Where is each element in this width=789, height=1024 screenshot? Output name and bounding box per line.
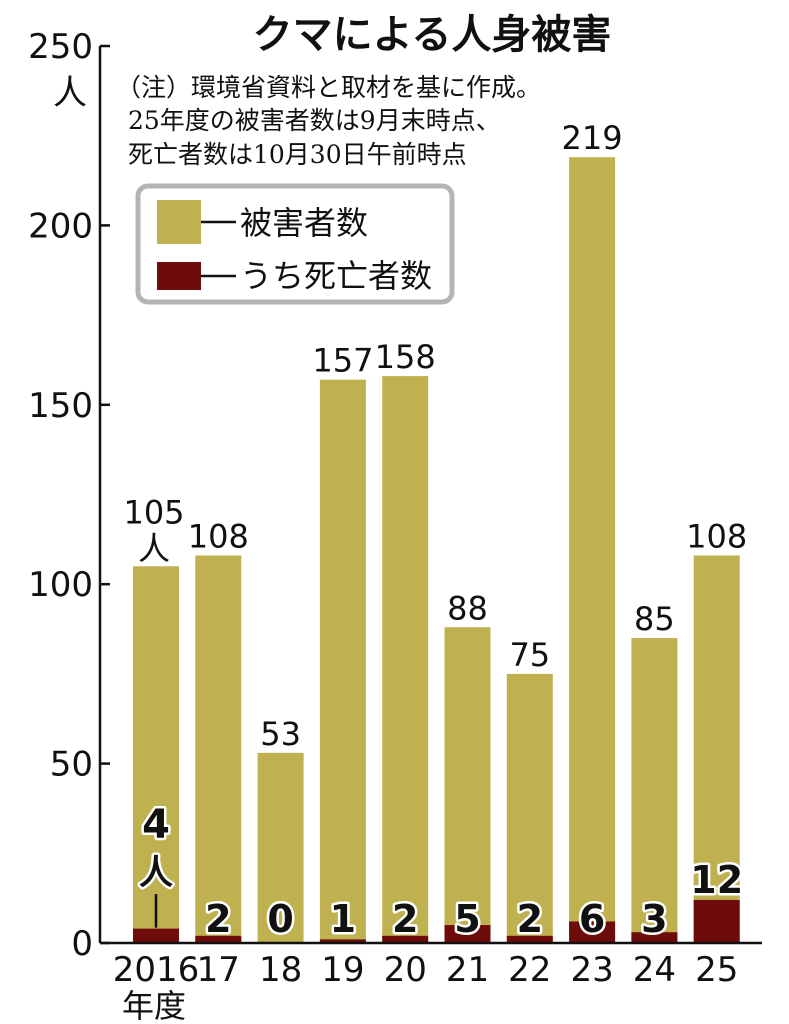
value-label-victims: 75	[509, 636, 550, 674]
value-label-deaths: 0	[267, 897, 293, 941]
bar-deaths	[444, 925, 491, 943]
bar-victims	[693, 555, 740, 943]
y-axis: 0 50 100 150 200 250 人	[28, 27, 110, 964]
legend: 被害者数 うち死亡者数	[135, 183, 455, 305]
bar-victims	[506, 673, 553, 943]
bar-victims	[569, 157, 616, 943]
bar-victims	[444, 627, 491, 943]
y-axis-unit: 人	[53, 73, 87, 113]
legend-swatch-victims	[157, 200, 201, 244]
chart-title: クマによる人身被害	[253, 12, 612, 58]
value-label-deaths: 2	[205, 897, 231, 941]
x-tick-label: 2016	[113, 950, 200, 990]
legend-swatch-deaths	[157, 262, 201, 290]
x-axis-unit: 年度	[122, 987, 186, 1024]
value-label-deaths: 6	[579, 897, 605, 941]
y-tick-label: 150	[28, 386, 93, 426]
bar-deaths	[382, 935, 429, 943]
value-label-victims: 88	[447, 589, 488, 627]
bar-victims	[319, 379, 366, 944]
legend-label-deaths: うち死亡者数	[240, 257, 432, 295]
value-label-deaths: 3	[641, 897, 667, 941]
bar-deaths	[631, 932, 678, 943]
value-label-victims: 105	[123, 493, 184, 531]
y-tick-label: 100	[28, 565, 93, 605]
value-label-victims: 157	[312, 342, 373, 380]
y-tick-label: 250	[28, 27, 93, 67]
value-label-deaths: 12	[690, 858, 743, 902]
x-tick-label: 20	[384, 950, 427, 990]
x-tick-label: 24	[633, 950, 676, 990]
value-label-victims: 53	[260, 715, 301, 753]
value-label-victims: 85	[634, 600, 675, 638]
x-tick-label: 23	[570, 950, 613, 990]
value-label-victims: 108	[188, 517, 249, 555]
bar-deaths	[133, 928, 179, 943]
y-tick-label: 200	[28, 206, 93, 246]
bars	[133, 157, 740, 944]
x-tick-label: 25	[695, 950, 738, 990]
bar-deaths	[693, 899, 740, 943]
value-unit-deaths: 人	[139, 853, 173, 893]
bar-victims	[195, 555, 242, 943]
value-label-victims: 219	[562, 119, 623, 157]
value-label-victims: 158	[375, 338, 436, 376]
value-label-deaths: 2	[517, 897, 543, 941]
x-tick-label: 19	[321, 950, 364, 990]
note-line-3: 死亡者数は10月30日午前時点	[128, 140, 467, 169]
value-label-deaths: 4	[142, 802, 170, 848]
legend-box	[135, 183, 455, 305]
bar-deaths	[569, 921, 616, 943]
value-label-victims: 108	[686, 517, 747, 555]
x-tick-label: 21	[446, 950, 489, 990]
bar-victims	[631, 638, 678, 943]
note-line-2: 25年度の被害者数は9月末時点、	[128, 106, 501, 135]
x-tick-label: 22	[508, 950, 551, 990]
chart-note: （注）環境省資料と取材を基に作成。 25年度の被害者数は9月末時点、 死亡者数は…	[116, 73, 541, 169]
note-line-1: （注）環境省資料と取材を基に作成。	[116, 73, 541, 102]
bar-victims	[257, 752, 304, 943]
bar-deaths	[195, 935, 242, 943]
value-label-deaths: 5	[454, 897, 480, 941]
legend-label-victims: 被害者数	[240, 204, 368, 242]
value-unit-victims: 人	[138, 529, 170, 567]
bar-deaths	[319, 939, 366, 943]
value-label-deaths: 2	[392, 897, 418, 941]
bar-victims	[133, 566, 179, 943]
bar-deaths	[506, 935, 553, 943]
x-tick-label: 18	[259, 950, 302, 990]
y-tick-label: 50	[50, 745, 93, 785]
x-tick-label: 17	[197, 950, 240, 990]
y-tick-label: 0	[71, 924, 93, 964]
bar-victims	[382, 376, 429, 943]
value-label-deaths: 1	[330, 897, 356, 941]
